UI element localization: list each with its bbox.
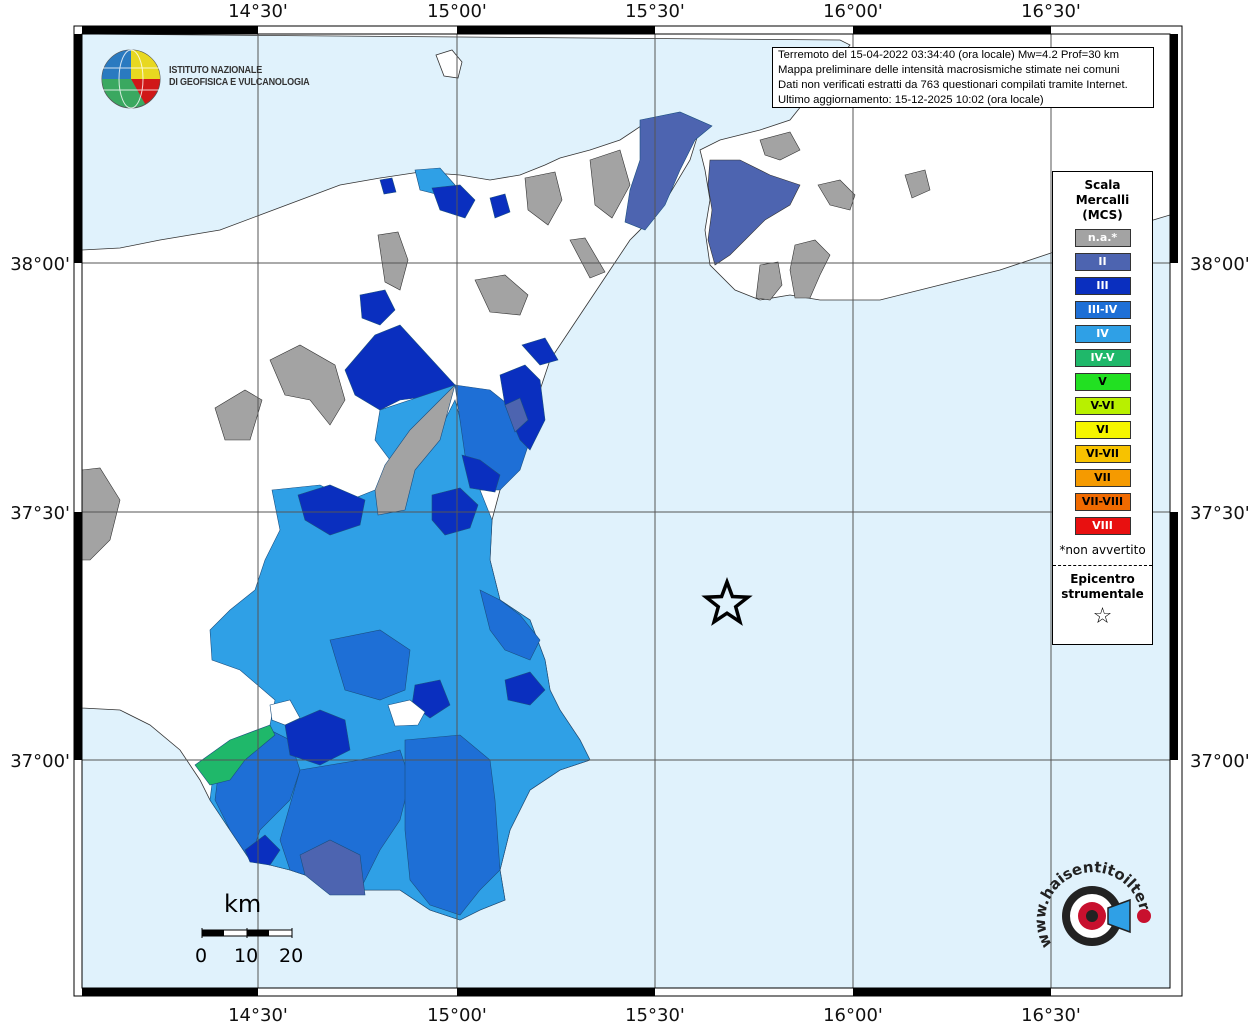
lon-label: 16°30' xyxy=(1021,1,1081,22)
legend-star-icon: ☆ xyxy=(1092,604,1113,629)
legend-item: III-IV xyxy=(1074,301,1131,319)
sicily-zone-na-fan xyxy=(374,383,456,516)
aeolian-island xyxy=(435,49,463,79)
legend-item: VII-VIII xyxy=(1074,493,1131,511)
sicily-na-6 xyxy=(589,149,631,219)
mcs-legend: Scala Mercalli (MCS) n.a.* II III III-IV IV I… xyxy=(1052,171,1153,645)
legend-item: III xyxy=(1074,277,1131,295)
info-line1: Terremoto del 15-04-2022 03:34:40 (ora l… xyxy=(778,49,1119,61)
lon-label: 14°30' xyxy=(228,1005,288,1024)
globe-icon xyxy=(101,49,161,109)
lat-label: 37°30' xyxy=(1190,503,1250,524)
legend-item: VII xyxy=(1074,469,1131,487)
scale-label-20: 20 xyxy=(279,945,304,967)
calabria-zone-na-2 xyxy=(789,239,831,299)
sicily-na-2 xyxy=(214,389,263,441)
legend-items: n.a.* II III III-IV IV IV-V V V-VI VI VI-VII VII VI… xyxy=(1053,229,1152,535)
event-info-box: Terremoto del 15-04-2022 03:34:40 (ora l… xyxy=(772,47,1154,108)
lon-label: 15°00' xyxy=(427,1005,487,1024)
north-zone-iii-3 xyxy=(379,177,397,195)
messina-zone-ii xyxy=(624,111,713,231)
legend-epicenter-2: strumentale xyxy=(1061,587,1144,601)
sicily-zone-iiiiv-5 xyxy=(329,629,411,701)
logo-line1: ISTITUTO NAZIONALE xyxy=(169,64,263,76)
scale-label-0: 0 xyxy=(195,945,208,967)
calabria-zone-na-5 xyxy=(904,169,931,199)
sicily-na-1 xyxy=(269,344,346,426)
sicily-zone-iii-1 xyxy=(284,709,351,766)
lat-label: 38°00' xyxy=(1190,254,1250,275)
logo-line2: DI GEOFISICA E VULCANOLOGIA xyxy=(169,76,310,88)
lat-label: 37°00' xyxy=(10,751,70,772)
legend-item: II xyxy=(1074,253,1131,271)
sicily-zone-ii-south xyxy=(299,839,366,896)
lon-label: 15°00' xyxy=(427,1,487,22)
calabria-zone-na-4 xyxy=(759,131,801,161)
sicily-zone-iii-coast3 xyxy=(461,454,501,493)
sicily-na-4 xyxy=(377,231,409,291)
legend-title-3: (MCS) xyxy=(1082,208,1123,222)
legend-title-1: Scala xyxy=(1084,178,1121,192)
lat-labels-right: 38°00' 37°30' 37°00' xyxy=(1190,254,1250,772)
legend-item: VI xyxy=(1074,421,1131,439)
sicily-zone-ii-etna xyxy=(504,397,529,433)
sicily-zone-iii-4 xyxy=(297,484,366,536)
sicily-zone-iii-3 xyxy=(504,671,546,706)
sicily-zone-ivv xyxy=(194,724,276,786)
legend-item: IV xyxy=(1074,325,1131,343)
grid-lines xyxy=(82,34,1170,988)
north-zone-iii-2 xyxy=(489,193,511,219)
north-zone-iii-1 xyxy=(431,184,476,219)
legend-item: IV-V xyxy=(1074,349,1131,367)
lon-labels-bottom: 14°30' 15°00' 15°30' 16°00' 16°30' xyxy=(228,1005,1081,1024)
calabria-zone-ii xyxy=(707,159,801,266)
scale-bar: km 0 10 20 xyxy=(192,890,312,970)
lon-label: 16°00' xyxy=(823,1005,883,1024)
epicenter-star-icon xyxy=(701,576,753,626)
legend-item: n.a.* xyxy=(1074,229,1131,247)
lon-label: 16°00' xyxy=(823,1,883,22)
lon-labels-top: 14°30' 15°00' 15°30' 16°00' 16°30' xyxy=(228,1,1081,22)
sicily-na-8 xyxy=(569,237,606,279)
legend-title-2: Mercalli xyxy=(1075,193,1130,207)
info-line2: Mappa preliminare delle intensità macros… xyxy=(778,64,1120,76)
lon-label: 15°30' xyxy=(625,1005,685,1024)
legend-item: VIII xyxy=(1074,517,1131,535)
lon-label: 16°30' xyxy=(1021,1005,1081,1024)
scale-label-10: 10 xyxy=(234,945,259,967)
sicily-hole-2 xyxy=(269,699,301,726)
sicily-na-5 xyxy=(524,171,563,226)
legend-note: *non avvertito xyxy=(1059,543,1146,557)
sicily-zone-iii-coast2 xyxy=(521,337,559,366)
sicily-zone-iii-6 xyxy=(244,834,281,866)
legend-epicenter-1: Epicentro xyxy=(1070,572,1135,586)
scale-unit: km xyxy=(224,890,262,918)
legend-separator xyxy=(1053,565,1152,566)
sicily-zone-iiiiv-4 xyxy=(479,589,541,661)
lat-label: 38°00' xyxy=(10,254,70,275)
lon-label: 14°30' xyxy=(228,1,288,22)
ingv-logo: ISTITUTO NAZIONALE DI GEOFISICA E VULCAN… xyxy=(100,48,320,110)
legend-item: V-VI xyxy=(1074,397,1131,415)
info-line3: Dati non verificati estratti da 763 ques… xyxy=(778,79,1128,91)
frame-checkerboard xyxy=(74,26,1178,996)
sicily-na-3 xyxy=(474,274,529,316)
lat-labels-left: 38°00' 37°30' 37°00' xyxy=(10,254,70,772)
sicily-zone-iiiiv-3 xyxy=(404,734,501,916)
lat-label: 37°00' xyxy=(1190,751,1250,772)
hsit-logo: www.haisentitoilterremoto.it xyxy=(1022,836,1160,980)
lat-label: 37°30' xyxy=(10,503,70,524)
sicily-zone-iii-ne2 xyxy=(359,289,396,326)
lon-label: 15°30' xyxy=(625,1,685,22)
info-line4: Ultimo aggiornamento: 15-12-2025 10:02 (… xyxy=(778,94,1044,106)
sicily-hole-1 xyxy=(387,699,426,727)
legend-item: V xyxy=(1074,373,1131,391)
legend-item: VI-VII xyxy=(1074,445,1131,463)
